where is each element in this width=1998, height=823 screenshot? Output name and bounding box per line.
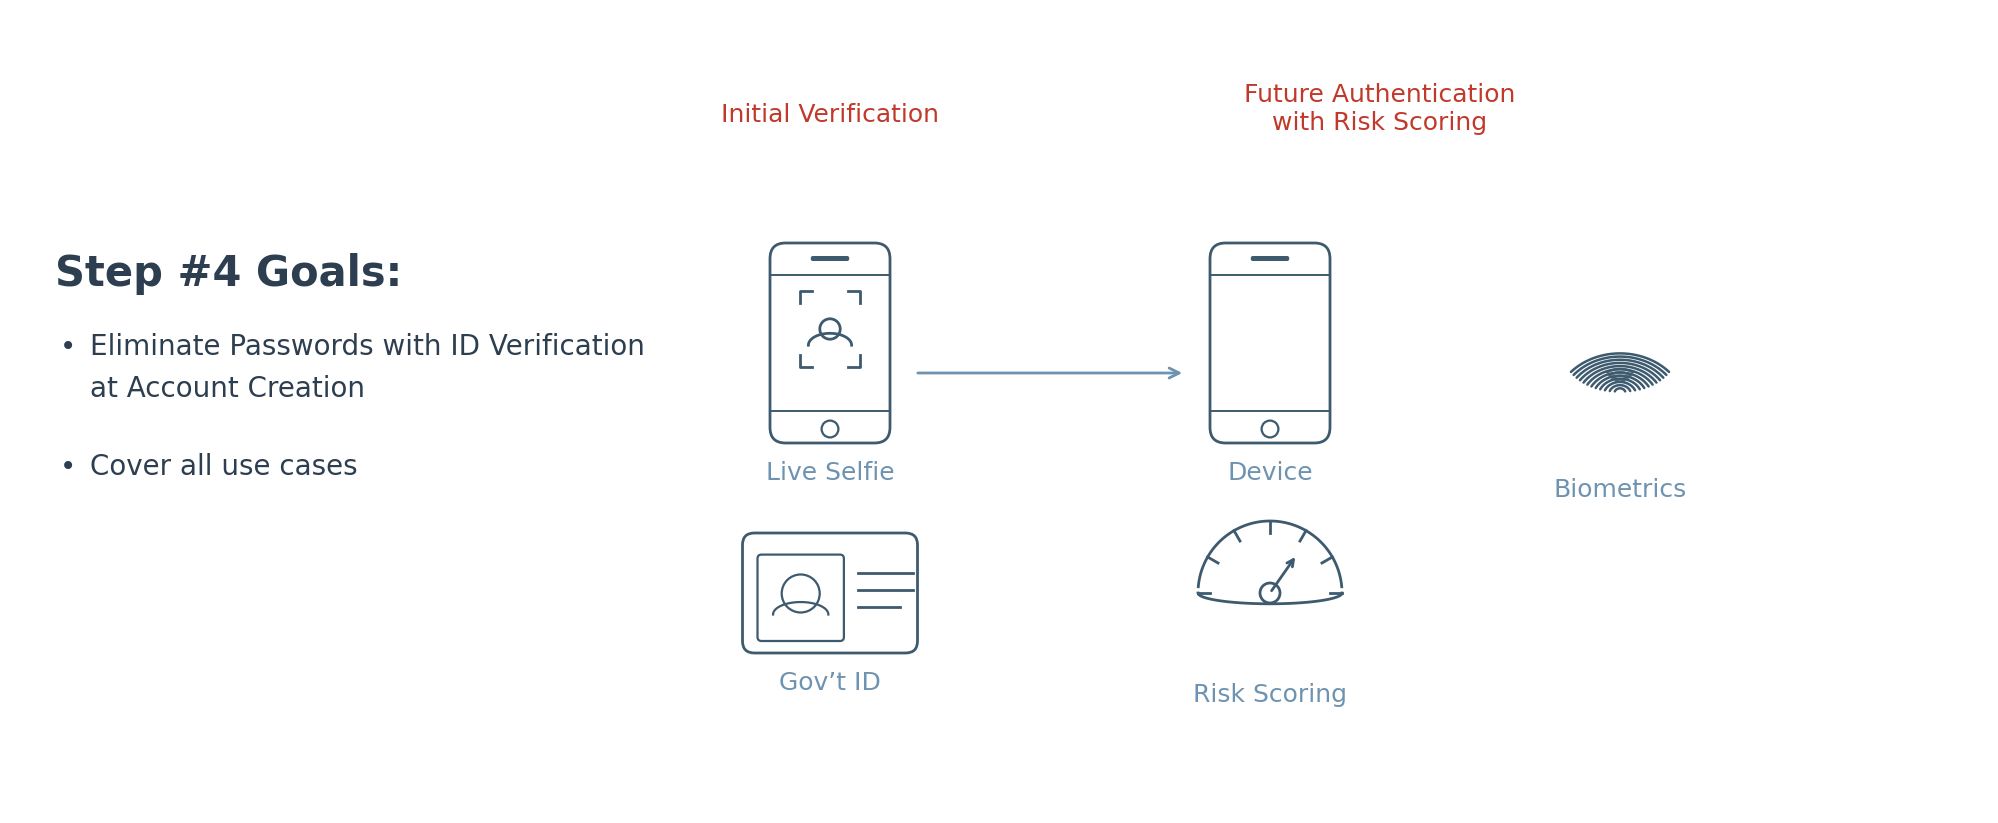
Text: Risk Scoring: Risk Scoring <box>1193 683 1347 707</box>
Text: •: • <box>60 333 76 361</box>
Text: •: • <box>60 453 76 481</box>
Text: with Risk Scoring: with Risk Scoring <box>1273 111 1487 135</box>
Text: Gov’t ID: Gov’t ID <box>779 671 881 695</box>
FancyArrowPatch shape <box>917 368 1179 378</box>
FancyBboxPatch shape <box>1251 256 1289 261</box>
FancyBboxPatch shape <box>811 256 849 261</box>
Text: Cover all use cases: Cover all use cases <box>90 453 358 481</box>
Text: Biometrics: Biometrics <box>1552 478 1686 502</box>
Text: Live Selfie: Live Selfie <box>765 461 893 485</box>
Text: Eliminate Passwords with ID Verification: Eliminate Passwords with ID Verification <box>90 333 645 361</box>
Text: Initial Verification: Initial Verification <box>721 103 939 127</box>
Text: at Account Creation: at Account Creation <box>90 375 366 403</box>
Text: Step #4 Goals:: Step #4 Goals: <box>56 253 402 295</box>
Text: Future Authentication: Future Authentication <box>1243 83 1514 107</box>
Text: Device: Device <box>1227 461 1313 485</box>
